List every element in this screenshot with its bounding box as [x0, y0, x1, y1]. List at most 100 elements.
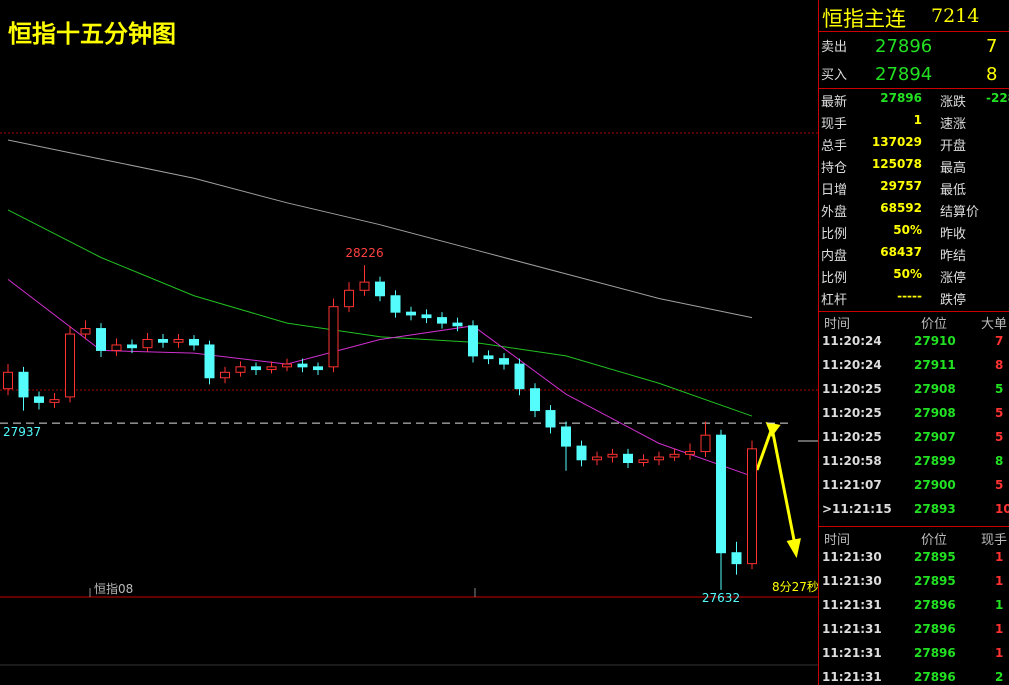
- candle-body: [654, 456, 664, 461]
- price-annotation: 27937: [3, 425, 41, 439]
- stat-label: 跌停: [940, 293, 967, 308]
- candle-body: [3, 371, 13, 390]
- trade-time: 11:21:30: [822, 574, 882, 588]
- candle-body: [96, 328, 106, 351]
- trade-time: 11:21:07: [822, 478, 882, 492]
- candle-body: [297, 363, 308, 368]
- trade-price: 27896: [914, 622, 956, 636]
- stat-value: 68437: [880, 245, 922, 259]
- separator: [819, 88, 1009, 89]
- candle-body: [561, 426, 571, 447]
- candle-body: [235, 366, 246, 373]
- candle-body: [65, 333, 75, 398]
- candle-body: [251, 366, 261, 371]
- trade-price: 27911: [914, 358, 956, 372]
- trade-price: 27896: [914, 646, 956, 660]
- stat-value: 137029: [871, 135, 922, 149]
- chart: 恒指十五分钟图 恒指08 8分27秒 28226 27937 27632: [0, 20, 818, 666]
- candle-body: [158, 339, 168, 343]
- stat-label: 日增: [821, 183, 848, 198]
- quote-volume: 8: [986, 64, 998, 85]
- candle-body: [623, 453, 633, 464]
- candle-body: [483, 355, 494, 360]
- trade-time: 11:21:30: [822, 550, 882, 564]
- quote-label: 卖出: [821, 40, 848, 55]
- stat-label: 持仓: [821, 161, 848, 176]
- stat-label: 涨停: [940, 271, 967, 286]
- candle-body: [266, 366, 277, 371]
- panel-code: 7214: [931, 5, 980, 27]
- stat-label: 外盘: [821, 205, 848, 220]
- table-header: 大单: [981, 317, 1008, 332]
- candle-body: [530, 388, 540, 412]
- candle-body: [638, 459, 649, 464]
- trade-time: 11:21:31: [822, 598, 882, 612]
- trade-price: 27908: [914, 406, 956, 420]
- stat-label: 比例: [821, 227, 848, 242]
- candle-body: [700, 434, 711, 453]
- moving-average: [7, 139, 753, 319]
- stat-value: 50%: [893, 223, 922, 237]
- candle-body: [437, 317, 447, 324]
- candle-body: [204, 344, 215, 379]
- candle-body: [468, 325, 478, 357]
- stat-label: 杠杆: [821, 293, 848, 308]
- trade-volume: 1: [995, 598, 1004, 612]
- stat-value: 68592: [880, 201, 922, 215]
- stat-value: 29757: [880, 179, 922, 193]
- stat-label: 比例: [821, 271, 848, 286]
- candle-body: [747, 448, 757, 565]
- stat-value: 50%: [893, 267, 922, 281]
- trade-volume: 8: [995, 454, 1004, 468]
- candle-body: [406, 311, 416, 316]
- table-header: 时间: [824, 533, 851, 548]
- trade-volume: 5: [995, 406, 1004, 420]
- candle-body: [127, 344, 137, 349]
- panel-title: 恒指主连: [822, 7, 906, 31]
- candle-body: [607, 453, 618, 458]
- table-header: 现手: [981, 533, 1008, 548]
- stat-label: 现手: [821, 117, 848, 132]
- candle-body: [328, 306, 339, 368]
- stat-label: 内盘: [821, 249, 848, 264]
- candle-body: [421, 314, 432, 319]
- candle-body: [716, 434, 726, 554]
- candle-body: [359, 281, 370, 291]
- candle-body: [452, 322, 463, 327]
- quote-price: 27896: [875, 36, 933, 57]
- trade-price: 27896: [914, 670, 956, 684]
- trade-price: 27908: [914, 382, 956, 396]
- countdown: 8分27秒: [772, 580, 818, 594]
- trade-volume: 1: [995, 622, 1004, 636]
- trade-price: 27896: [914, 598, 956, 612]
- trade-time: 11:20:58: [822, 454, 882, 468]
- trade-time: 11:20:25: [822, 406, 882, 420]
- trade-volume: 2: [995, 670, 1004, 684]
- trade-volume: 1: [995, 550, 1004, 564]
- candle-body: [514, 363, 525, 390]
- table-header: 价位: [921, 533, 948, 548]
- candle-body: [576, 445, 587, 461]
- candle-body: [220, 371, 230, 379]
- trade-volume: 1: [995, 574, 1004, 588]
- chart-title: 恒指十五分钟图: [8, 20, 176, 48]
- trade-volume: 1: [995, 646, 1004, 660]
- candle-body: [669, 453, 680, 458]
- stat-value: 27896: [880, 91, 922, 105]
- trade-time: 11:20:25: [822, 430, 882, 444]
- trade-price: 27899: [914, 454, 956, 468]
- separator: [819, 526, 1009, 527]
- trade-time: 11:20:25: [822, 382, 882, 396]
- candle-body: [18, 371, 29, 398]
- quote-panel: 恒指主连 7214 卖出 27896 7 买入 27894 8 最新 27896 涨跌 -228 现手 1…: [818, 0, 1009, 685]
- trade-price: 27900: [914, 478, 956, 492]
- trade-volume: 5: [995, 478, 1004, 492]
- trade-time: 11:20:24: [822, 334, 882, 348]
- candle-body: [685, 451, 695, 455]
- trade-price: 27895: [914, 574, 956, 588]
- trade-time: 11:20:24: [822, 358, 882, 372]
- quote-price: 27894: [875, 64, 933, 85]
- candle-body: [80, 328, 91, 335]
- price-annotation: 28226: [345, 246, 383, 260]
